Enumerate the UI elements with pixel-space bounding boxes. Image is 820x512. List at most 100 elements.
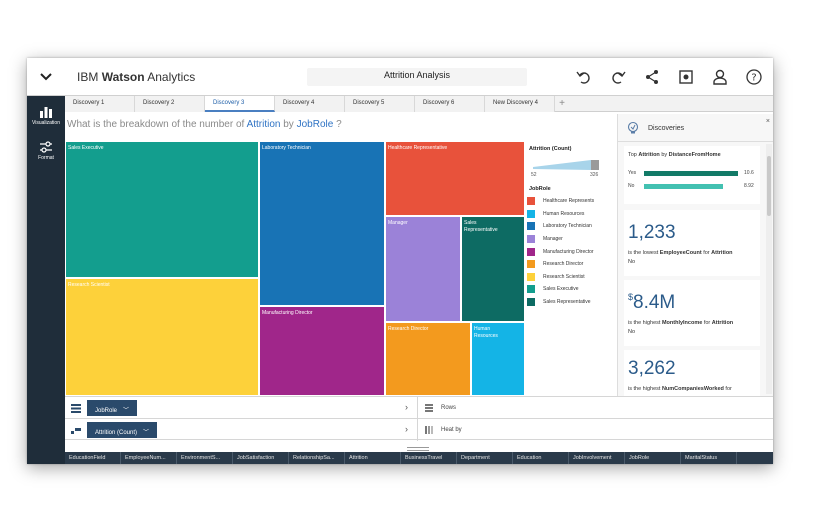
undo-button[interactable] <box>573 66 595 88</box>
discovery-card[interactable]: 1,233 is the lowest EmployeeCount for At… <box>624 210 760 276</box>
resize-grip[interactable] <box>407 447 429 451</box>
visualization-button[interactable]: Visualization <box>27 106 65 126</box>
help-button[interactable]: ? <box>743 66 765 88</box>
caption-for: for <box>725 386 732 392</box>
legend-item[interactable]: Research Scientist <box>527 271 594 284</box>
visualization-label: Visualization <box>32 120 60 126</box>
discovery-card-top[interactable]: Top Attrition by DistanceFromHome Yes 10… <box>624 146 760 204</box>
help-icon: ? <box>746 69 762 85</box>
value-number: 1,233 <box>628 222 676 243</box>
question-suffix: ? <box>336 119 342 130</box>
brand-analytics: Analytics <box>147 70 196 84</box>
treemap-cell-research-scientist[interactable]: Research Scientist <box>65 278 259 396</box>
question-dimension[interactable]: JobRole <box>296 119 334 130</box>
column-chip[interactable]: EnvironmentS... <box>177 452 233 464</box>
heat-by-label[interactable]: Heat by <box>441 427 462 433</box>
treemap-cell-healthcare-representative[interactable]: Healthcare Representative <box>385 141 525 216</box>
legend-item[interactable]: Sales Representative <box>527 296 594 309</box>
left-rail: Visualization Format <box>27 96 65 464</box>
treemap-cell-sales-executive[interactable]: Sales Executive <box>65 141 259 278</box>
shelf-divider <box>417 419 418 441</box>
column-chip[interactable]: BusinessTravel <box>401 452 457 464</box>
value-number: 3,262 <box>628 358 676 379</box>
attrition-count-pill[interactable]: Attrition (Count) ﹀ <box>87 422 158 438</box>
legend-swatch <box>527 272 535 281</box>
column-chip[interactable]: Education <box>513 452 569 464</box>
column-chip[interactable]: MaritalStatus <box>681 452 737 464</box>
top-card-dimension: DistanceFromHome <box>668 152 721 158</box>
top-card-by: by <box>661 152 668 158</box>
discoveries-panel: Discoveries × Top Attrition by DistanceF… <box>617 114 773 396</box>
legend-item[interactable]: Laboratory Technician <box>527 220 594 233</box>
discoveries-header: Discoveries × <box>618 114 773 142</box>
add-tab-button[interactable]: + <box>559 98 565 109</box>
column-chip[interactable]: Attrition <box>345 452 401 464</box>
discovery-card[interactable]: $8.4M is the highest MonthlyIncome for A… <box>624 280 760 346</box>
cell-label: Human Resources <box>474 326 498 339</box>
column-chip[interactable]: RelationshipSa... <box>289 452 345 464</box>
format-button[interactable]: Format <box>27 141 65 161</box>
legend-scale-handle[interactable] <box>591 160 599 170</box>
cell-label: Healthcare Representative <box>388 145 448 151</box>
jobrole-pill[interactable]: JobRole ﹀ <box>87 400 138 416</box>
caption-pre: is the highest <box>628 320 661 326</box>
legend-swatch <box>527 260 535 269</box>
column-chip[interactable]: JobInvolvement <box>569 452 625 464</box>
scrollbar-thumb[interactable] <box>767 156 771 216</box>
save-icon <box>679 70 693 84</box>
column-chip[interactable]: Department <box>457 452 513 464</box>
question-measure[interactable]: Attrition <box>246 119 281 130</box>
caption-pre: is the lowest <box>628 250 659 256</box>
tab-discovery-1[interactable]: Discovery 1 <box>65 96 135 112</box>
legend-item[interactable]: Sales Executive <box>527 283 594 296</box>
cell-label: Sales Representative <box>464 220 498 233</box>
tab-discovery-5[interactable]: Discovery 5 <box>345 96 415 112</box>
column-chip[interactable]: EmployeeNum... <box>121 452 177 464</box>
cell-label: Research Director <box>388 326 429 332</box>
treemap-cell-manufacturing-director[interactable]: Manufacturing Director <box>259 306 385 396</box>
tab-discovery-4[interactable]: Discovery 4 <box>275 96 345 112</box>
discoveries-scrollbar[interactable] <box>766 144 772 394</box>
column-chip[interactable]: JobRole <box>625 452 681 464</box>
treemap-cell-human-resources[interactable]: Human Resources <box>471 322 525 396</box>
legend-item[interactable]: Manufacturing Director <box>527 245 594 258</box>
share-button[interactable] <box>641 66 663 88</box>
legend-label: Laboratory Technician <box>543 223 592 230</box>
close-icon[interactable]: × <box>765 118 770 125</box>
treemap-cell-laboratory-technician[interactable]: Laboratory Technician <box>259 141 385 306</box>
tab-discovery-2[interactable]: Discovery 2 <box>135 96 205 112</box>
chevron-right-icon[interactable]: › <box>405 424 408 434</box>
caption-field: MonthlyIncome <box>661 320 703 326</box>
user-button[interactable] <box>709 66 731 88</box>
legend-item[interactable]: Research Director <box>527 258 594 271</box>
column-chip[interactable]: JobSatisfaction <box>233 452 289 464</box>
menu-toggle-button[interactable] <box>27 58 65 96</box>
tab-new-discovery-4[interactable]: New Discovery 4 <box>485 96 555 112</box>
legend-item[interactable]: Human Resources <box>527 208 594 221</box>
tab-discovery-6[interactable]: Discovery 6 <box>415 96 485 112</box>
caption-field: EmployeeCount <box>659 250 702 256</box>
top-bar-row-no: No 8.92 <box>624 183 760 190</box>
column-bar: EducationField EmployeeNum... Environmen… <box>65 452 773 464</box>
bar-label: Yes <box>628 170 637 176</box>
heat-icon <box>425 426 433 434</box>
legend-item[interactable]: Healthcare Represents <box>527 195 594 208</box>
cell-label: Sales Executive <box>68 145 104 151</box>
top-card-measure: Attrition <box>638 152 660 158</box>
legend-swatch <box>527 285 535 294</box>
tab-discovery-3[interactable]: Discovery 3 <box>205 96 275 112</box>
legend-item[interactable]: Manager <box>527 233 594 246</box>
brand-watson: Watson <box>101 70 145 84</box>
discovery-card[interactable]: 3,262 is the highest NumCompaniesWorked … <box>624 350 760 396</box>
rows-label[interactable]: Rows <box>441 405 457 411</box>
treemap-cell-manager[interactable]: Manager <box>385 216 461 322</box>
value-number: 8.4M <box>633 292 676 313</box>
column-chip[interactable]: EducationField <box>65 452 121 464</box>
chevron-right-icon[interactable]: › <box>405 402 408 412</box>
treemap-cell-research-director[interactable]: Research Director <box>385 322 471 396</box>
treemap-cell-sales-representative[interactable]: Sales Representative <box>461 216 525 322</box>
save-button[interactable] <box>675 66 697 88</box>
legend-label: Research Scientist <box>543 273 585 280</box>
brand-logo: IBM Watson Analytics <box>77 70 195 84</box>
redo-button[interactable] <box>607 66 629 88</box>
